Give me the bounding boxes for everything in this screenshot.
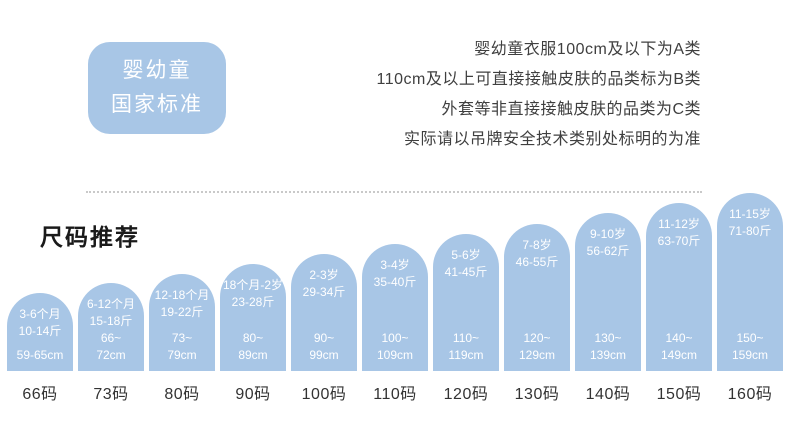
height-range-end: 99cm <box>309 347 339 362</box>
height-range-end: 79cm <box>167 347 197 362</box>
age-range: 3-4岁 <box>380 258 410 272</box>
size-column-130: 7-8岁 46-55斤 120~ 129cm 130码 <box>504 224 570 404</box>
size-label: 120码 <box>443 386 489 403</box>
height-range-start: 100~ <box>381 330 409 345</box>
size-label: 110码 <box>373 386 417 403</box>
weight-range: 71-80斤 <box>728 224 772 239</box>
height-range-start: 140~ <box>665 330 693 345</box>
size-column-110: 3-4岁 35-40斤 100~ 109cm 110码 <box>362 244 428 404</box>
size-label: 130码 <box>514 386 560 403</box>
age-range: 9-10岁 <box>589 227 627 241</box>
size-column-66: 3-6个月 10-14斤 59-65cm 66码 <box>7 293 73 404</box>
badge-line-2: 国家标准 <box>111 93 203 116</box>
height-range-end: 129cm <box>518 347 556 362</box>
size-label: 150码 <box>656 386 702 403</box>
dotted-divider <box>86 191 702 193</box>
age-range: 11-12岁 <box>658 217 700 231</box>
height-range-end: 89cm <box>238 347 268 362</box>
size-arch: 11-12岁 63-70斤 140~ 149cm <box>646 203 712 371</box>
size-arch: 2-3岁 29-34斤 90~ 99cm <box>291 254 357 371</box>
size-column-90: 18个月-2岁 23-28斤 80~ 89cm 90码 <box>220 264 286 404</box>
weight-range: 29-34斤 <box>302 285 346 300</box>
size-label: 160码 <box>727 386 773 403</box>
height-range-start: 150~ <box>736 330 764 345</box>
height-range-start: 90~ <box>313 330 335 345</box>
height-range-start: 66~ <box>100 331 122 346</box>
height-range-end: 109cm <box>376 347 414 362</box>
size-label: 140码 <box>585 386 631 403</box>
age-range: 12-18个月 <box>154 288 210 302</box>
weight-range: 63-70斤 <box>657 234 701 249</box>
size-arch: 11-15岁 71-80斤 150~ 159cm <box>717 193 783 371</box>
note-line: 外套等非直接接触皮肤的品类为C类 <box>441 101 701 118</box>
size-column-100: 2-3岁 29-34斤 90~ 99cm 100码 <box>291 254 357 404</box>
height-range-end: 59-65cm <box>16 347 64 362</box>
size-columns: 3-6个月 10-14斤 59-65cm 66码 6-12个月 15-18斤 6… <box>7 193 783 404</box>
age-range: 6-12个月 <box>86 297 136 311</box>
weight-range: 46-55斤 <box>515 255 559 270</box>
size-label: 66码 <box>22 386 58 403</box>
weight-range: 15-18斤 <box>89 314 133 329</box>
note-line: 110cm及以上可直接接触皮肤的品类标为B类 <box>376 71 701 88</box>
size-arch: 3-4岁 35-40斤 100~ 109cm <box>362 244 428 371</box>
height-range-start: 120~ <box>523 330 551 345</box>
height-range-end: 119cm <box>448 347 484 362</box>
age-range: 5-6岁 <box>451 248 481 262</box>
standard-badge: 婴幼童 国家标准 <box>88 42 226 134</box>
standard-notes: 婴幼童衣服100cm及以下为A类 110cm及以上可直接接触皮肤的品类标为B类 … <box>376 35 701 155</box>
note-line: 婴幼童衣服100cm及以下为A类 <box>474 41 701 58</box>
height-range-end: 159cm <box>731 347 769 362</box>
height-range-end: 72cm <box>96 348 126 363</box>
size-label: 73码 <box>93 386 129 403</box>
age-range: 3-6个月 <box>19 307 61 321</box>
height-range-start: 130~ <box>594 330 622 345</box>
weight-range: 19-22斤 <box>160 305 204 320</box>
size-label: 100码 <box>301 386 347 403</box>
weight-range: 10-14斤 <box>18 324 62 339</box>
header: 婴幼童 国家标准 婴幼童衣服100cm及以下为A类 110cm及以上可直接接触皮… <box>0 0 790 155</box>
age-range: 2-3岁 <box>309 268 339 282</box>
size-arch: 7-8岁 46-55斤 120~ 129cm <box>504 224 570 371</box>
size-arch: 6-12个月 15-18斤 66~ 72cm <box>78 283 144 371</box>
size-label: 80码 <box>164 386 200 403</box>
height-range-end: 139cm <box>589 347 627 362</box>
height-range-end: 149cm <box>660 347 698 362</box>
badge-line-1: 婴幼童 <box>122 58 192 82</box>
age-range: 11-15岁 <box>729 207 771 221</box>
height-range-start: 80~ <box>242 330 264 345</box>
note-line: 实际请以吊牌安全技术类别处标明的为准 <box>403 131 701 148</box>
age-range: 7-8岁 <box>522 238 552 252</box>
size-arch: 9-10岁 56-62斤 130~ 139cm <box>575 213 641 371</box>
size-column-73: 6-12个月 15-18斤 66~ 72cm 73码 <box>78 283 144 404</box>
size-arch: 3-6个月 10-14斤 59-65cm <box>7 293 73 371</box>
size-column-80: 12-18个月 19-22斤 73~ 79cm 80码 <box>149 274 215 404</box>
size-column-150: 11-12岁 63-70斤 140~ 149cm 150码 <box>646 203 712 404</box>
size-column-160: 11-15岁 71-80斤 150~ 159cm 160码 <box>717 193 783 404</box>
size-arch: 5-6岁 41-45斤 110~ 119cm <box>433 234 499 371</box>
weight-range: 56-62斤 <box>586 244 630 259</box>
size-column-120: 5-6岁 41-45斤 110~ 119cm 120码 <box>433 234 499 404</box>
height-range-start: 110~ <box>452 330 480 345</box>
section-title: 尺码推荐 <box>40 224 140 250</box>
size-arch: 18个月-2岁 23-28斤 80~ 89cm <box>220 264 286 371</box>
size-arch: 12-18个月 19-22斤 73~ 79cm <box>149 274 215 371</box>
weight-range: 35-40斤 <box>373 275 417 290</box>
size-label: 90码 <box>235 386 271 403</box>
weight-range: 41-45斤 <box>444 265 488 280</box>
height-range-start: 73~ <box>171 330 193 345</box>
age-range: 18个月-2岁 <box>222 278 284 292</box>
size-column-140: 9-10岁 56-62斤 130~ 139cm 140码 <box>575 213 641 404</box>
weight-range: 23-28斤 <box>231 295 275 310</box>
